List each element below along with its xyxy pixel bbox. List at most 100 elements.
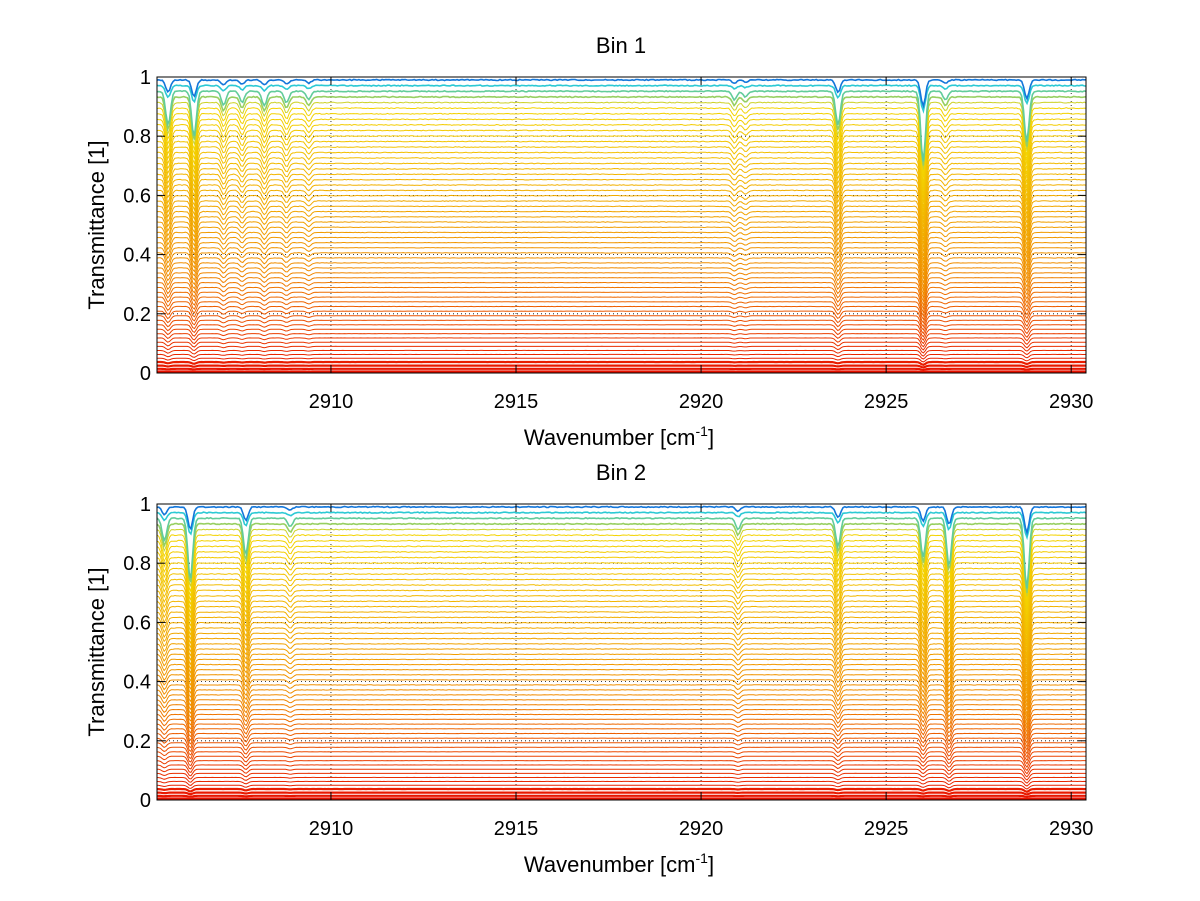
y-tick-label: 1 [140,494,151,516]
spectrum-line [156,286,1087,311]
chart-title-bin-2: Bin 2 [596,460,646,485]
spectrum-line [156,353,1087,360]
spectrum-line [157,324,1087,338]
ticks-bin-2: 2910 2915 2920 2925 2930 0 0.2 0.4 0.6 0.8 1 [123,494,1093,840]
spectrum-line [157,216,1087,257]
spectrum-line [156,556,1087,619]
spectrum-line [156,780,1087,787]
spectrum-line [156,621,1087,668]
spectrum-line [156,146,1086,203]
spectrum-line [157,281,1087,307]
spectrum-line [157,112,1087,178]
x-tick-label: 2920 [679,391,724,413]
spectrum-line [156,305,1087,325]
spectrum-line [156,231,1087,268]
x-tick-label: 2915 [494,818,539,840]
ticks-bin-1: 2910 2915 2920 2925 2930 0 0.2 0.4 0.6 0.8 1 [123,67,1093,413]
spectrum-line [156,226,1087,264]
spectrum-line [156,123,1086,187]
spectrum-line [156,755,1086,769]
spectrum-line [156,200,1087,244]
spectrum-line [157,301,1087,321]
spectrum-line [156,728,1087,748]
spectrum-line [156,653,1087,691]
spectrum-line [156,516,1086,589]
y-tick-label: 1 [140,67,151,89]
chart-title-bin-1: Bin 1 [596,33,646,58]
y-tick-label: 0 [140,363,151,385]
spectrum-line [156,713,1086,738]
spectrum-line [156,528,1087,597]
spectrum-line [156,637,1087,680]
spectrum-line [156,101,1087,170]
spectrum-line [156,247,1087,279]
spectrum-line [157,791,1086,796]
y-axis-label-bin-2: Transmittance [1] [84,567,109,736]
spectrum-line [156,252,1086,283]
spectrum-line [156,578,1087,635]
spectrum-line [157,364,1086,369]
spectrum-line [156,616,1087,663]
spectrum-line [156,573,1087,631]
spectrum-line [156,267,1087,296]
spectrum-line [156,718,1086,741]
spectrum-line [156,550,1087,614]
spectrum-line [156,262,1087,292]
spectrum-line [156,794,1086,799]
spectrum-line [156,522,1087,594]
spectrum-line [156,236,1087,272]
spectrum-line [156,784,1086,790]
spectrum-line [156,511,1087,541]
x-axis-label-bin-1: Wavenumber [cm-1] [524,423,714,450]
spectrum-line [156,742,1087,759]
spectrum-line [156,205,1087,248]
spectrum-line [157,272,1087,300]
spectrum-line [156,545,1087,610]
spectrum-line [156,567,1087,627]
x-tick-label: 2910 [309,818,354,840]
spectrum-line [156,751,1086,765]
spectrum-line [156,328,1086,341]
spectrum-line [156,562,1087,622]
y-tick-label: 0.2 [123,731,151,753]
x-tick-label: 2925 [864,818,909,840]
axes-frame-bin-1 [156,76,1087,374]
y-tick-label: 0.2 [123,304,151,326]
y-tick-label: 0.4 [123,672,151,694]
spectrum-line [156,534,1087,602]
spectrum-line [156,708,1086,734]
spectrum-line [156,704,1087,731]
spectrum-line [156,648,1086,687]
spectrum-line [157,349,1086,357]
spectrum-line [156,135,1087,195]
panel-bin-1: 2910 2915 2920 2925 2930 0 0.2 0.4 0.6 0.8 1 Bin 1… [84,33,1093,450]
x-axis-label-bin-2: Wavenumber [cm-1] [524,850,714,877]
spectrum-line [156,689,1086,720]
spectrum-line [156,539,1086,606]
x-tick-label: 2930 [1049,391,1094,413]
spectrum-line [156,684,1087,716]
plot-area-bin-2 [157,504,1086,800]
spectra-bin-2 [156,505,1087,801]
x-tick-label: 2925 [864,391,909,413]
panel-bin-2: 2910 2915 2920 2925 2930 0 0.2 0.4 0.6 0.8 1 Bin 2… [84,460,1093,877]
spectrum-line [156,178,1087,228]
spectrum-line [156,663,1087,699]
axes-frame-bin-2 [156,503,1087,801]
spectrum-line [156,658,1087,695]
spectrum-line [156,310,1086,328]
y-tick-label: 0.8 [123,553,151,575]
spectrum-line [156,764,1087,775]
spectrum-line [156,760,1087,772]
spectrum-line [156,674,1087,706]
spectrum-line [156,594,1087,647]
spectrum-line [156,679,1087,710]
spectrum-line [157,291,1087,314]
spectrum-line [156,162,1087,216]
spectrum-line [156,694,1086,723]
spectrum-line [156,584,1087,639]
spectrum-line [156,505,1087,536]
spectrum-line [156,315,1086,332]
x-tick-label: 2930 [1049,818,1094,840]
plot-area-bin-1 [157,77,1086,373]
